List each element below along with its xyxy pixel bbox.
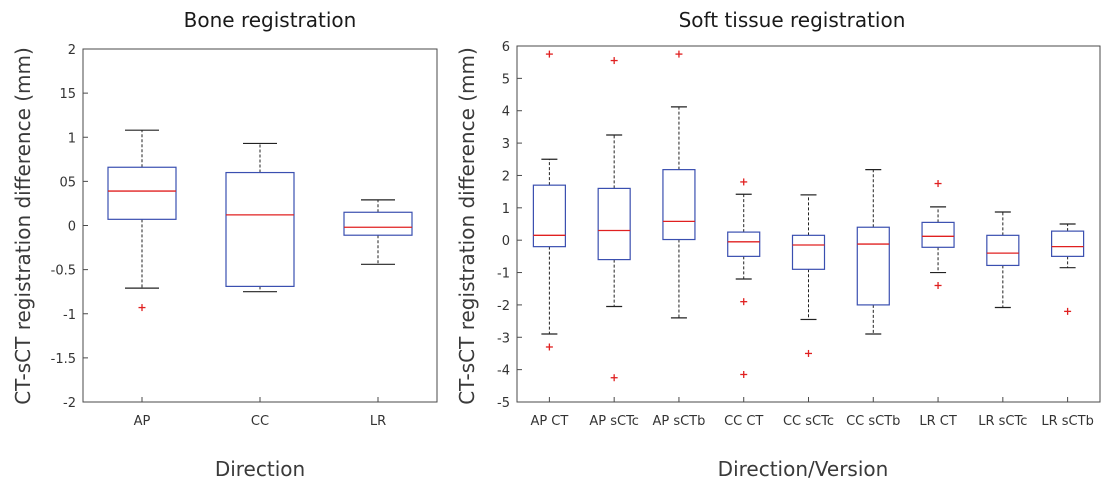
- x-tick-label: AP CT: [530, 414, 568, 429]
- soft-tissue-box-ap-ct: [532, 50, 566, 351]
- bone-chart-title: Bone registration: [184, 8, 357, 32]
- outlier-marker: [610, 57, 618, 65]
- x-tick-label: CC sCTb: [846, 414, 900, 429]
- y-tick-label: -4: [497, 364, 510, 379]
- soft-tissue-y-axis-label: CT-sCT registration difference (mm): [455, 47, 479, 405]
- bone-boxes: [107, 129, 413, 312]
- outlier-marker: [545, 343, 553, 351]
- iqr-box: [107, 166, 177, 220]
- y-tick-label: 3: [502, 137, 510, 152]
- x-tick-label: AP sCTb: [652, 414, 705, 429]
- outlier-marker: [675, 50, 683, 58]
- soft-tissue-box-cc-sctb: [856, 169, 890, 335]
- y-tick-label: 5: [502, 72, 510, 87]
- soft-tissue-registration-panel: Soft tissue registration 6 5 4 3 2 1 0 -1 -2 -3 -4…: [455, 8, 1101, 481]
- y-tick-label: -5: [497, 396, 510, 411]
- outlier-marker: [545, 50, 553, 58]
- y-tick-label: -2: [63, 396, 76, 411]
- y-tick-label: -0.5: [51, 264, 76, 279]
- soft-tissue-chart-title: Soft tissue registration: [679, 8, 906, 32]
- iqr-box: [343, 211, 413, 236]
- y-tick-label: 0: [502, 234, 510, 249]
- x-tick-label: AP sCTc: [589, 414, 639, 429]
- bone-box-cc: [225, 142, 295, 293]
- y-tick-label: 0: [68, 220, 76, 235]
- y-tick-label: -1.5: [51, 352, 76, 367]
- iqr-box: [597, 187, 631, 261]
- soft-tissue-boxes: [532, 50, 1085, 382]
- y-tick-label: 2: [68, 43, 76, 58]
- x-tick-label: AP: [134, 414, 151, 429]
- soft-tissue-box-ap-sctb: [662, 50, 696, 319]
- y-tick-label: 1: [68, 131, 76, 146]
- y-tick-label: 05: [59, 175, 76, 190]
- iqr-box: [727, 231, 761, 257]
- outlier-marker: [138, 304, 146, 312]
- outlier-marker: [805, 349, 812, 357]
- outlier-marker: [740, 298, 748, 306]
- x-tick-label: CC: [251, 414, 269, 429]
- bone-x-axis-label: Direction: [215, 457, 305, 481]
- iqr-box: [532, 184, 566, 248]
- iqr-box: [986, 234, 1020, 267]
- bone-plot-frame: [82, 48, 438, 403]
- y-tick-label: -3: [497, 331, 510, 346]
- bone-registration-panel: Bone registration 2 15 1 05 0 -0.5 -1 -1.5 -2 AP…: [11, 8, 438, 481]
- y-tick-label: -2: [497, 299, 510, 314]
- y-tick-label: 15: [59, 87, 76, 102]
- soft-tissue-x-axis-label: Direction/Version: [718, 457, 889, 481]
- iqr-box: [921, 221, 955, 248]
- y-tick-label: 6: [502, 40, 510, 55]
- soft-tissue-y-ticks: 6 5 4 3 2 1 0 -1 -2 -3 -4 -5: [497, 40, 522, 411]
- y-tick-label: 4: [502, 105, 510, 120]
- x-tick-label: LR sCTb: [1041, 414, 1093, 429]
- bone-box-ap: [107, 129, 177, 312]
- iqr-box: [662, 169, 696, 241]
- soft-tissue-x-ticks: AP CT AP sCTc AP sCTb CC CT CC sCTc CC sCTb LR…: [530, 397, 1094, 429]
- outlier-marker: [934, 281, 942, 289]
- bone-y-ticks: 2 15 1 05 0 -0.5 -1 -1.5 -2: [51, 43, 88, 411]
- soft-tissue-box-lr-sctc: [986, 211, 1020, 309]
- x-tick-label: LR sCTc: [978, 414, 1027, 429]
- soft-tissue-box-lr-ct: [921, 180, 955, 289]
- iqr-box: [856, 226, 890, 306]
- y-tick-label: -1: [497, 267, 510, 282]
- y-tick-label: 1: [502, 202, 510, 217]
- x-tick-label: LR: [370, 414, 386, 429]
- outlier-marker: [1064, 307, 1072, 315]
- bone-x-ticks: AP CC LR: [134, 397, 386, 429]
- y-tick-label: 2: [502, 169, 510, 184]
- soft-tissue-box-lr-sctb: [1051, 223, 1085, 315]
- bone-box-lr: [343, 199, 413, 265]
- outlier-marker: [610, 374, 618, 382]
- iqr-box: [225, 171, 295, 287]
- iqr-box: [1051, 230, 1085, 257]
- soft-tissue-box-cc-ct: [727, 178, 761, 378]
- y-tick-label: -1: [63, 308, 76, 323]
- x-tick-label: CC CT: [724, 414, 763, 429]
- iqr-box: [791, 234, 826, 270]
- soft-tissue-box-ap-sctc: [597, 57, 631, 382]
- x-tick-label: LR CT: [919, 414, 956, 429]
- bone-y-axis-label: CT-sCT registration difference (mm): [11, 47, 35, 405]
- outlier-marker: [740, 178, 748, 186]
- x-tick-label: CC sCTc: [783, 414, 834, 429]
- outlier-marker: [934, 180, 942, 188]
- soft-tissue-box-cc-sctc: [791, 194, 826, 357]
- outlier-marker: [740, 370, 748, 378]
